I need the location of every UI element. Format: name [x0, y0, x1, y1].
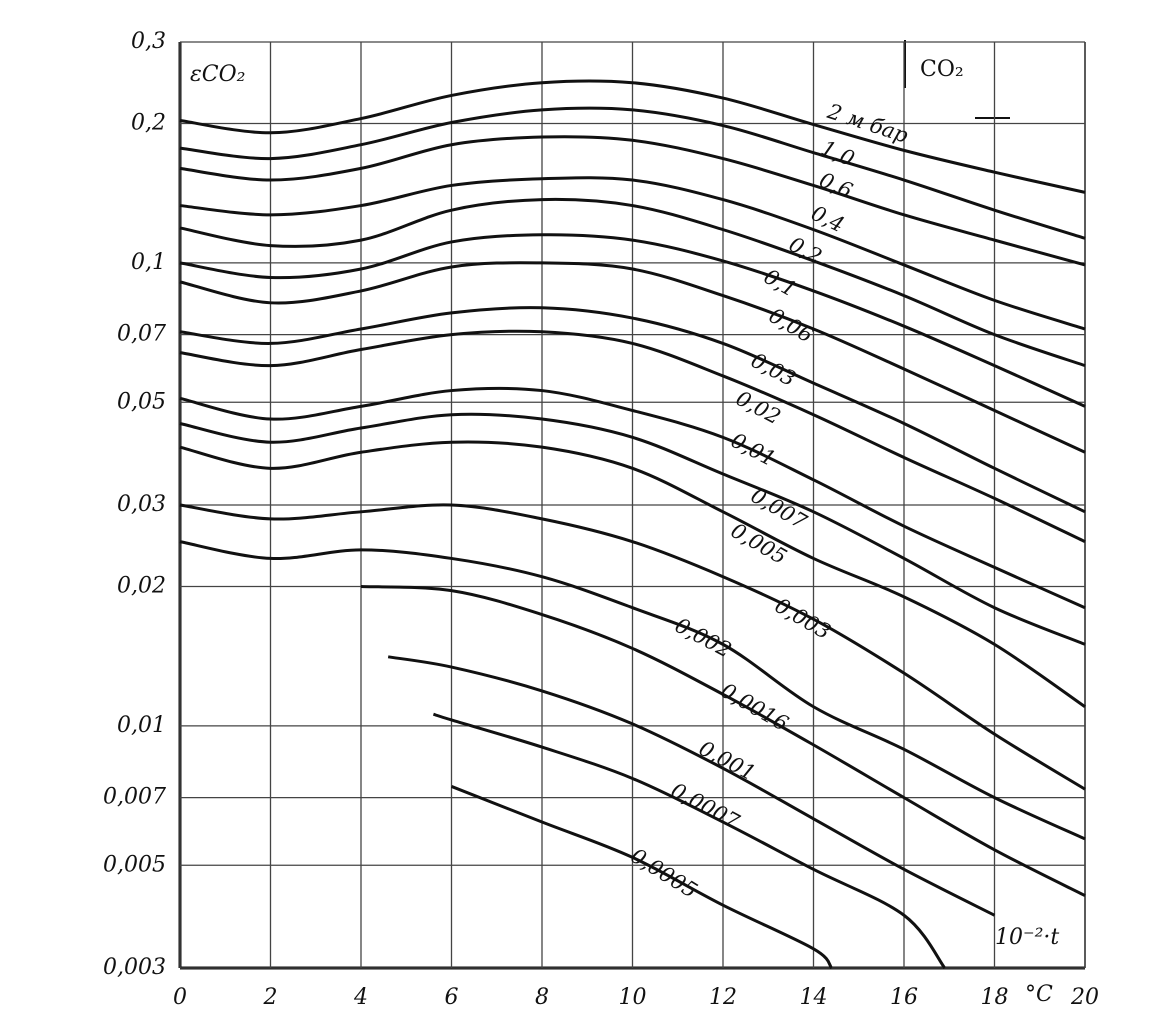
- x-unit: °C: [1025, 982, 1053, 1007]
- curve: [179, 135, 1086, 267]
- x-axis-label: 10⁻²·t: [995, 925, 1059, 950]
- curve-label: 0,01: [727, 428, 780, 471]
- curve: [179, 79, 1086, 194]
- x-tick-label: 18: [981, 985, 1009, 1010]
- curve-label: 0,005: [727, 518, 791, 569]
- curve: [179, 540, 1086, 841]
- y-tick-label: 0,007: [103, 785, 166, 810]
- curve-label: 0,0016: [717, 678, 793, 736]
- x-tick-label: 2: [263, 985, 278, 1010]
- x-tick-label: 12: [709, 985, 737, 1010]
- curve: [360, 585, 1086, 897]
- curve: [179, 329, 1086, 544]
- curve-label: 0,001: [695, 736, 759, 785]
- curve: [179, 176, 1086, 331]
- curve: [179, 261, 1086, 454]
- curve: [179, 233, 1086, 408]
- x-tick-label: 0: [173, 985, 187, 1010]
- y-tick-label: 0,1: [131, 250, 166, 275]
- box-label: CO₂: [920, 57, 964, 82]
- y-tick-label: 0,01: [117, 713, 166, 738]
- y-tick-label: 0,2: [131, 111, 166, 136]
- curve: [179, 412, 1086, 646]
- curve: [387, 655, 996, 917]
- curve: [179, 386, 1086, 610]
- curve: [179, 306, 1086, 514]
- curve: [179, 440, 1086, 708]
- curve-label: 0,03: [747, 348, 800, 391]
- x-tick-label: 10: [619, 985, 647, 1010]
- curve-label: 0,02: [732, 386, 785, 429]
- x-tick-label: 8: [535, 985, 549, 1010]
- y-axis-label: εCO₂: [190, 62, 246, 87]
- x-tick-label: 6: [445, 985, 459, 1010]
- curve-label: 0,1: [760, 264, 801, 301]
- curve-label: 0,06: [765, 303, 818, 347]
- curve-label: 0,002: [671, 613, 735, 662]
- x-tick-label: 16: [890, 985, 918, 1010]
- y-tick-label: 0,3: [131, 29, 166, 54]
- curve-label: 0,003: [771, 593, 835, 644]
- curve-label: 0,0007: [667, 778, 744, 834]
- curve: [179, 197, 1086, 368]
- curve: [450, 785, 833, 970]
- curve-label: 1,0: [818, 136, 858, 172]
- y-tick-label: 0,05: [117, 389, 166, 414]
- curve: [432, 712, 946, 969]
- x-tick-label: 20: [1070, 985, 1099, 1010]
- curve-label: 0,0005: [626, 844, 701, 903]
- curve-label: 0,007: [747, 483, 812, 534]
- y-tick-label: 0,005: [103, 852, 166, 877]
- x-tick-label: 4: [353, 985, 368, 1010]
- curve: [179, 106, 1086, 240]
- curve: [179, 503, 1086, 791]
- x-tick-label: 14: [800, 985, 828, 1010]
- y-tick-label: 0,03: [117, 492, 166, 517]
- y-tick-label: 0,003: [103, 955, 166, 980]
- y-tick-label: 0,02: [117, 574, 166, 599]
- y-tick-label: 0,07: [117, 322, 166, 347]
